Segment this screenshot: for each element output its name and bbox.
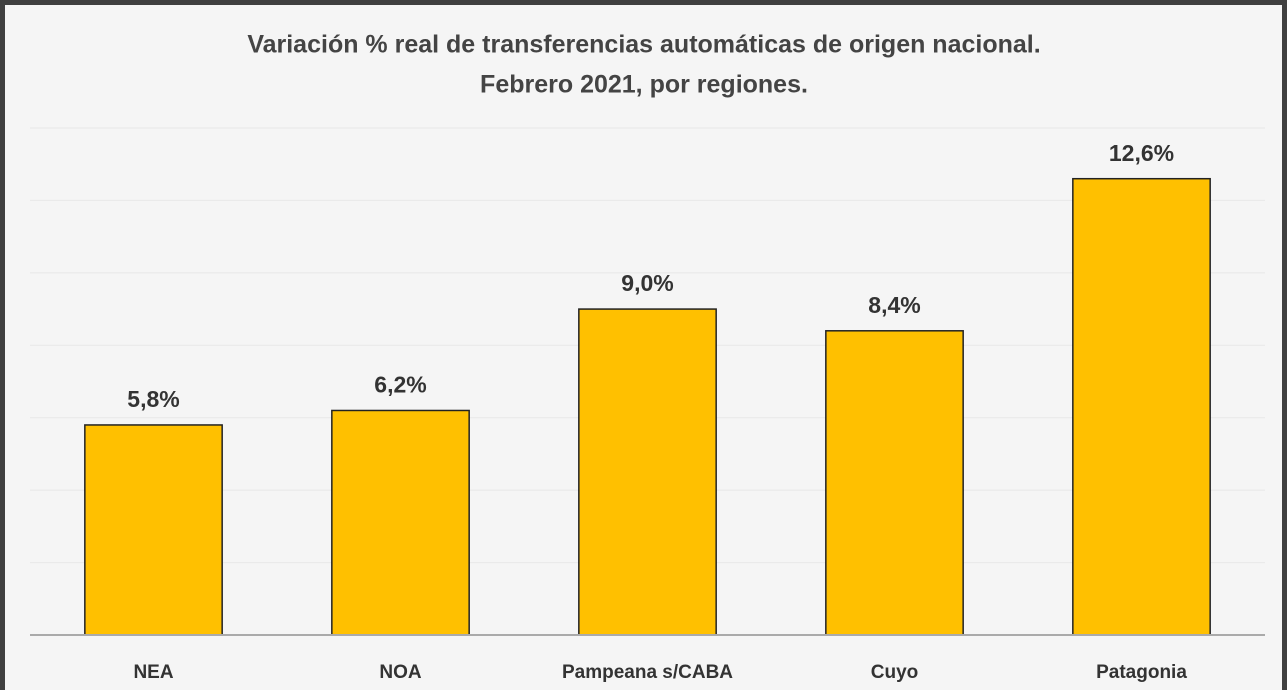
x-tick-label: Cuyo xyxy=(871,662,919,683)
value-label: 6,2% xyxy=(374,372,426,398)
x-tick-label: Pampeana s/CABA xyxy=(562,662,733,683)
x-tick-label: NEA xyxy=(133,662,173,683)
bar xyxy=(825,330,964,636)
chart-title: Febrero 2021, por regiones. xyxy=(480,71,808,99)
value-label: 8,4% xyxy=(868,292,920,318)
x-tick-label: NOA xyxy=(379,662,422,683)
bar xyxy=(1072,177,1211,636)
bar xyxy=(578,308,717,636)
x-tick-label: Patagonia xyxy=(1096,662,1187,683)
bar xyxy=(84,424,223,636)
value-label: 12,6% xyxy=(1109,140,1174,166)
value-label: 9,0% xyxy=(621,270,673,296)
bar xyxy=(331,409,470,636)
chart-title: Variación % real de transferencias autom… xyxy=(247,31,1040,59)
value-label: 5,8% xyxy=(127,386,179,412)
